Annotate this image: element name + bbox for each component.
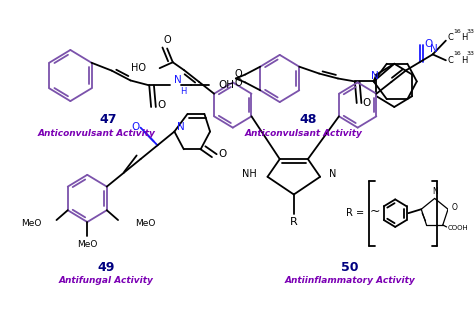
Text: MeO: MeO <box>21 219 41 228</box>
Text: H: H <box>180 87 187 96</box>
Text: O: O <box>362 98 370 108</box>
Text: 49: 49 <box>97 261 115 274</box>
Text: O: O <box>218 149 227 159</box>
Text: H: H <box>461 33 467 42</box>
Text: 47: 47 <box>99 113 117 126</box>
Text: 16: 16 <box>453 29 461 34</box>
Text: MeO: MeO <box>135 219 155 228</box>
Text: N: N <box>430 44 438 55</box>
Text: R: R <box>290 217 298 227</box>
Text: N: N <box>177 122 185 132</box>
Text: O: O <box>235 78 242 89</box>
Text: MeO: MeO <box>77 240 98 249</box>
Text: Antifungal Activity: Antifungal Activity <box>59 276 154 286</box>
Text: C: C <box>448 56 454 65</box>
Text: N: N <box>371 70 378 81</box>
Text: R =: R = <box>346 208 364 218</box>
Text: 33: 33 <box>466 29 474 34</box>
Text: NH: NH <box>242 169 256 179</box>
Text: COOH: COOH <box>447 225 468 231</box>
Text: Antiinflammatory Activity: Antiinflammatory Activity <box>285 276 416 286</box>
Text: Anticonvulsant Activity: Anticonvulsant Activity <box>244 129 362 138</box>
Text: O: O <box>425 38 433 49</box>
Text: Anticonvulsant Activity: Anticonvulsant Activity <box>38 129 155 138</box>
Text: N: N <box>433 187 438 196</box>
Text: 50: 50 <box>341 261 359 274</box>
Text: HO: HO <box>131 63 146 73</box>
Text: O: O <box>235 68 242 79</box>
Text: O: O <box>452 203 457 212</box>
Text: N: N <box>329 169 337 179</box>
Text: O: O <box>157 100 165 110</box>
Text: O: O <box>132 122 140 132</box>
Text: H: H <box>461 56 467 65</box>
Text: OH: OH <box>218 80 234 90</box>
Text: 16: 16 <box>453 51 461 56</box>
Text: C: C <box>448 33 454 42</box>
Text: ~: ~ <box>369 205 380 218</box>
Text: O: O <box>164 35 171 45</box>
Text: 33: 33 <box>466 51 474 56</box>
Text: N: N <box>173 75 182 86</box>
Text: 48: 48 <box>299 113 317 126</box>
